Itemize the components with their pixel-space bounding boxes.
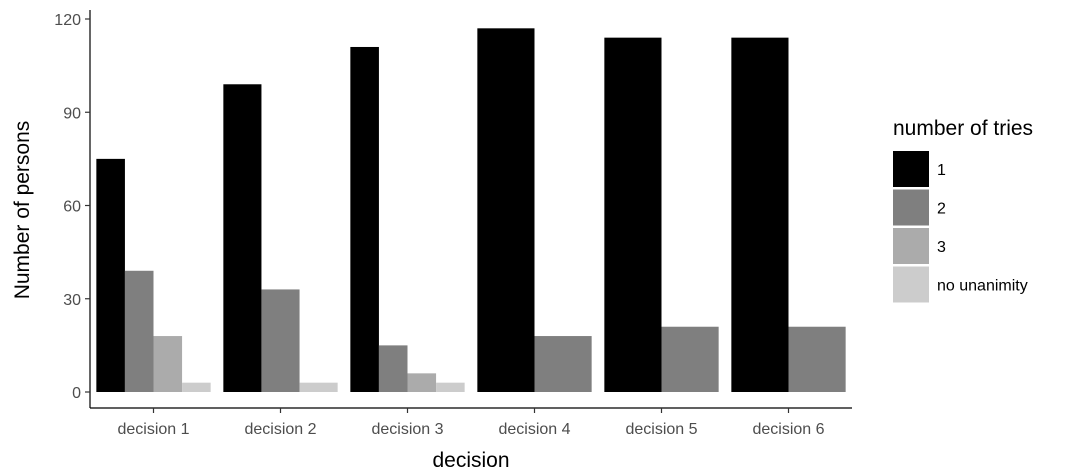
bar-decision-1-series-2 — [124, 270, 154, 392]
bar-decision-3-series-2 — [378, 345, 408, 392]
bar-decision-2-series-no-unanimity — [299, 382, 338, 392]
legend-title: number of tries — [893, 117, 1033, 140]
y-tick-label: 30 — [63, 292, 81, 309]
x-tick-label: decision 5 — [625, 421, 697, 438]
x-axis: decision 1 decision 2 decision 3 decision 4… — [90, 407, 852, 438]
legend: number of tries 1 2 3 no unanimity — [893, 117, 1033, 303]
bar-decision-5-series-1 — [604, 37, 662, 393]
bar-decision-1-series-3 — [153, 336, 183, 392]
y-axis: 0 30 60 90 120 — [54, 10, 91, 408]
bar-decision-3-series-1 — [350, 46, 379, 392]
legend-label-3: 3 — [937, 239, 946, 256]
legend-swatch-2 — [893, 189, 929, 226]
legend-swatch-1 — [893, 151, 929, 187]
x-tick-label: decision 4 — [498, 421, 570, 438]
legend-label-2: 2 — [937, 201, 946, 218]
y-tick-label: 90 — [63, 105, 81, 122]
bar-decision-4-series-2 — [534, 336, 592, 392]
bar-decision-2-series-1 — [223, 84, 262, 393]
bars — [96, 28, 846, 393]
bar-decision-1-series-1 — [96, 158, 125, 392]
bar-decision-3-series-no-unanimity — [436, 382, 465, 392]
legend-swatch-3 — [893, 228, 929, 264]
bar-decision-6-series-1 — [731, 37, 789, 393]
bar-decision-4-series-1 — [477, 28, 535, 392]
legend-label-no-unanimity: no unanimity — [937, 278, 1028, 295]
y-tick-label: 120 — [54, 12, 81, 29]
x-tick-label: decision 6 — [752, 421, 824, 438]
legend-label-1: 1 — [937, 162, 946, 179]
bar-decision-2-series-2 — [261, 289, 300, 392]
bar-decision-1-series-no-unanimity — [182, 382, 211, 392]
x-axis-title: decision — [432, 449, 509, 472]
x-tick-label: decision 1 — [117, 421, 189, 438]
y-axis-title: Number of persons — [11, 121, 34, 300]
bar-decision-3-series-3 — [407, 373, 437, 392]
bar-decision-6-series-2 — [788, 326, 846, 392]
y-tick-label: 60 — [63, 199, 81, 216]
legend-swatch-no-unanimity — [893, 266, 929, 303]
y-tick-label: 0 — [72, 385, 81, 402]
x-tick-label: decision 2 — [244, 421, 316, 438]
x-tick-label: decision 3 — [371, 421, 443, 438]
bar-decision-5-series-2 — [661, 326, 719, 392]
